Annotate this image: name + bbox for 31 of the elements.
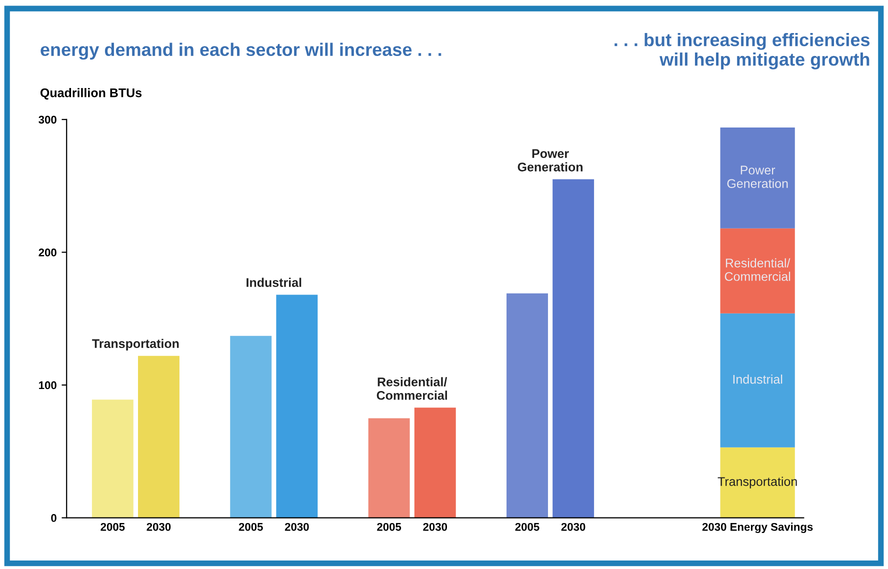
series-label: Industrial	[246, 278, 302, 287]
bar	[368, 418, 410, 518]
text: Industrial	[733, 374, 782, 384]
y-tick-label: 100	[39, 381, 56, 390]
bar	[506, 293, 548, 518]
x-tick-label: 2005	[515, 522, 540, 531]
bar	[414, 408, 456, 518]
series-label: Residential/ Commercial	[724, 258, 790, 281]
y-tick-label: 200	[38, 248, 56, 256]
y-tick-label: 300	[38, 116, 56, 124]
x-tick-label: 2030	[423, 522, 448, 531]
chart-title: energy demand in each sector will increase . . .	[40, 42, 442, 60]
series-label: Power Generation	[727, 166, 788, 188]
x-tick-label: 2005	[100, 522, 125, 531]
x-tick-label: 2030	[146, 522, 171, 531]
bar	[138, 356, 180, 518]
bar	[92, 400, 134, 518]
y-axis-title: Quadrillion BTUs	[40, 88, 142, 100]
text: Transportation	[92, 338, 179, 351]
text: Power Generation	[518, 149, 583, 172]
bar	[230, 336, 272, 518]
y-tick-label: 0	[51, 514, 56, 522]
bar	[552, 179, 594, 518]
chart-subtitle: . . . but increasing efficiencies will help mitigate growth	[614, 32, 870, 70]
x-tick-label: 2005	[238, 522, 263, 531]
x-tick-label: 2030	[561, 522, 586, 531]
text: Residential/ Commercial	[376, 377, 448, 400]
x-tick-label: 2030 Energy Savings	[702, 522, 813, 534]
x-tick-label: 2005	[377, 522, 402, 531]
bar	[276, 294, 318, 518]
x-tick-label: 2030	[284, 522, 309, 531]
